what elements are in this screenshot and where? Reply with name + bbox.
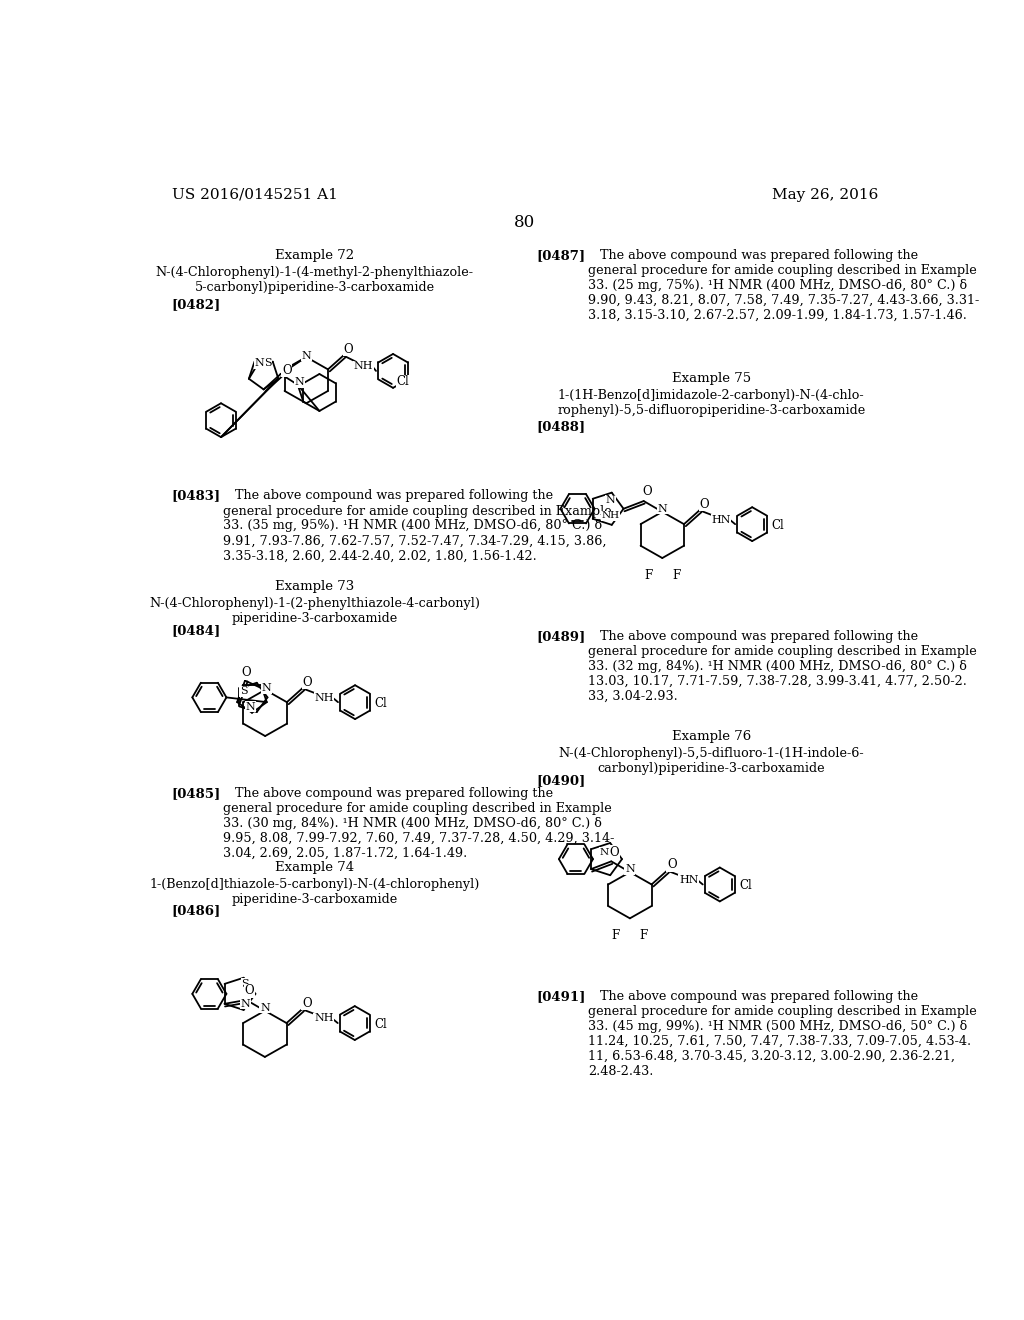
Text: N: N bbox=[605, 495, 615, 506]
Text: N-(4-Chlorophenyl)-5,5-difluoro-1-(1H-indole-6-
carbonyl)piperidine-3-carboxamid: N-(4-Chlorophenyl)-5,5-difluoro-1-(1H-in… bbox=[558, 747, 864, 775]
Text: May 26, 2016: May 26, 2016 bbox=[771, 187, 878, 202]
Text: 1-(Benzo[d]thiazole-5-carbonyl)-N-(4-chlorophenyl)
piperidine-3-carboxamide: 1-(Benzo[d]thiazole-5-carbonyl)-N-(4-chl… bbox=[150, 878, 479, 906]
Text: O: O bbox=[242, 667, 251, 680]
Text: [0488]: [0488] bbox=[537, 420, 586, 433]
Text: [0490]: [0490] bbox=[537, 775, 586, 788]
Text: F: F bbox=[644, 569, 652, 582]
Text: O: O bbox=[282, 363, 292, 376]
Text: [0484]: [0484] bbox=[172, 624, 221, 638]
Text: F: F bbox=[672, 569, 680, 582]
Text: NH: NH bbox=[354, 362, 374, 371]
Text: S: S bbox=[264, 358, 272, 368]
Text: NH: NH bbox=[314, 693, 334, 702]
Text: N: N bbox=[260, 1003, 269, 1012]
Text: NH: NH bbox=[314, 1014, 334, 1023]
Text: Cl: Cl bbox=[771, 519, 784, 532]
Text: O: O bbox=[667, 858, 677, 871]
Text: The above compound was prepared following the
general procedure for amide coupli: The above compound was prepared followin… bbox=[588, 249, 980, 322]
Text: N: N bbox=[246, 702, 255, 711]
Text: 1-(1H-Benzo[d]imidazole-2-carbonyl)-N-(4-chlo-
rophenyl)-5,5-difluoropiperidine-: 1-(1H-Benzo[d]imidazole-2-carbonyl)-N-(4… bbox=[557, 389, 865, 417]
Text: Cl: Cl bbox=[396, 375, 409, 388]
Text: The above compound was prepared following the
general procedure for amide coupli: The above compound was prepared followin… bbox=[223, 490, 612, 562]
Text: O: O bbox=[699, 498, 709, 511]
Text: S: S bbox=[240, 686, 248, 696]
Text: F: F bbox=[611, 929, 621, 942]
Text: 80: 80 bbox=[514, 214, 536, 231]
Text: [0489]: [0489] bbox=[537, 630, 586, 643]
Text: O: O bbox=[302, 676, 312, 689]
Text: N: N bbox=[254, 358, 264, 368]
Text: O: O bbox=[302, 997, 311, 1010]
Text: Example 74: Example 74 bbox=[274, 861, 354, 874]
Text: [0487]: [0487] bbox=[537, 249, 586, 263]
Text: S: S bbox=[242, 979, 249, 989]
Text: The above compound was prepared following the
general procedure for amide coupli: The above compound was prepared followin… bbox=[588, 990, 977, 1078]
Text: Cl: Cl bbox=[375, 697, 387, 710]
Text: N-(4-Chlorophenyl)-1-(2-phenylthiazole-4-carbonyl)
piperidine-3-carboxamide: N-(4-Chlorophenyl)-1-(2-phenylthiazole-4… bbox=[150, 597, 480, 626]
Text: N: N bbox=[301, 351, 311, 360]
Text: Cl: Cl bbox=[739, 879, 752, 892]
Text: [0483]: [0483] bbox=[172, 490, 221, 503]
Text: O: O bbox=[609, 846, 620, 858]
Text: O: O bbox=[343, 343, 353, 356]
Text: HN: HN bbox=[679, 875, 698, 884]
Text: NH: NH bbox=[600, 847, 617, 857]
Text: F: F bbox=[640, 929, 648, 942]
Text: O: O bbox=[642, 486, 651, 499]
Text: Example 75: Example 75 bbox=[672, 372, 751, 385]
Text: Cl: Cl bbox=[374, 1018, 387, 1031]
Text: N: N bbox=[295, 378, 304, 388]
Text: The above compound was prepared following the
general procedure for amide coupli: The above compound was prepared followin… bbox=[223, 787, 614, 859]
Text: N-(4-Chlorophenyl)-1-(4-methyl-2-phenylthiazole-
5-carbonyl)piperidine-3-carboxa: N-(4-Chlorophenyl)-1-(4-methyl-2-phenylt… bbox=[156, 267, 473, 294]
Text: The above compound was prepared following the
general procedure for amide coupli: The above compound was prepared followin… bbox=[588, 630, 977, 702]
Text: US 2016/0145251 A1: US 2016/0145251 A1 bbox=[172, 187, 338, 202]
Text: HN: HN bbox=[712, 515, 731, 524]
Text: N: N bbox=[241, 999, 250, 1008]
Text: Example 73: Example 73 bbox=[274, 581, 354, 594]
Text: O: O bbox=[245, 985, 254, 997]
Text: NH: NH bbox=[601, 511, 620, 520]
Text: N: N bbox=[625, 865, 635, 874]
Text: [0486]: [0486] bbox=[172, 904, 221, 917]
Text: [0482]: [0482] bbox=[172, 298, 221, 312]
Text: [0485]: [0485] bbox=[172, 787, 221, 800]
Text: Example 72: Example 72 bbox=[274, 249, 354, 263]
Text: N: N bbox=[657, 504, 668, 513]
Text: N: N bbox=[262, 684, 271, 693]
Text: Example 76: Example 76 bbox=[672, 730, 751, 743]
Text: [0491]: [0491] bbox=[537, 990, 586, 1003]
